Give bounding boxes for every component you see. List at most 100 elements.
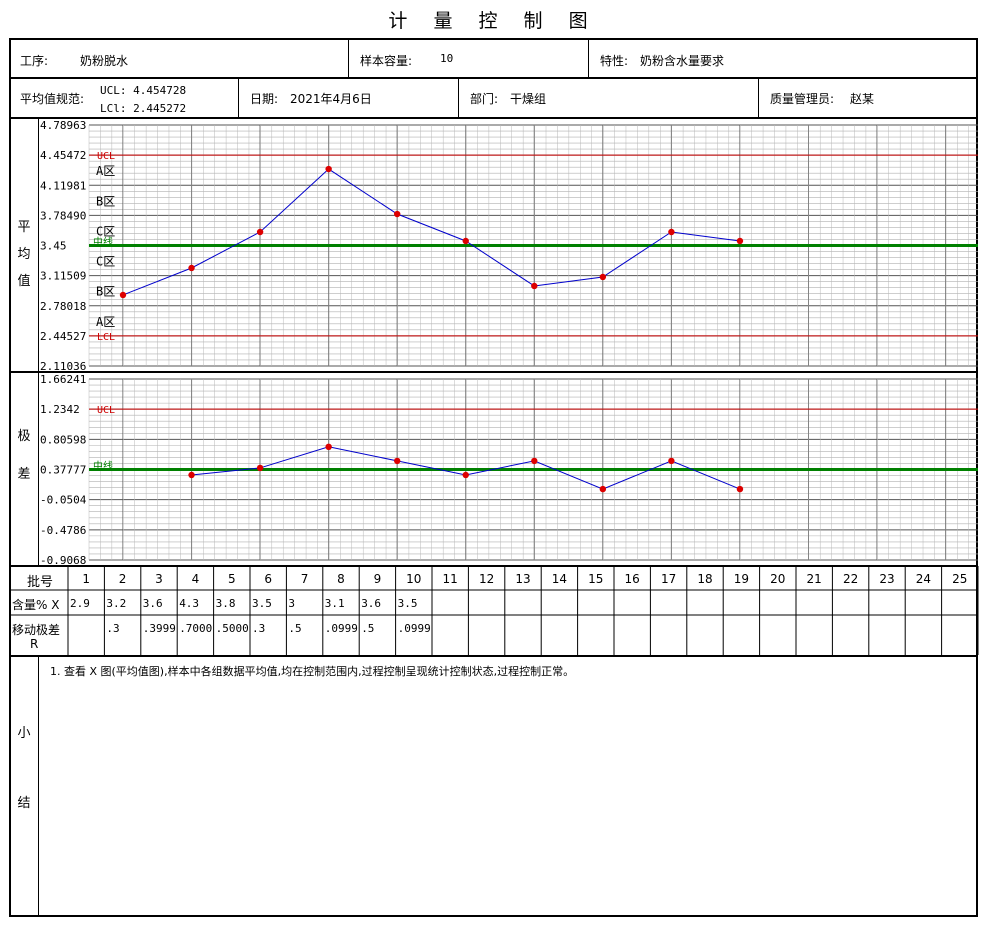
content-cell: 3 bbox=[288, 597, 296, 610]
y-tick-label: 2.44527 bbox=[40, 330, 86, 343]
mean-side-label-1: 平 bbox=[17, 220, 31, 235]
summary-side-label-2: 结 bbox=[17, 796, 31, 811]
range-side-label-1: 极 bbox=[17, 429, 31, 444]
data-point bbox=[325, 165, 332, 173]
y-tick-label: -0.4786 bbox=[40, 524, 86, 537]
zone-label: C区 bbox=[96, 255, 115, 269]
batch-cell: 11 bbox=[442, 572, 458, 586]
y-tick-label: 4.78963 bbox=[40, 119, 86, 132]
y-tick-label: 0.80598 bbox=[40, 433, 86, 446]
zone-label: B区 bbox=[96, 285, 115, 299]
divider bbox=[588, 39, 589, 77]
divider bbox=[9, 77, 978, 79]
data-point bbox=[736, 485, 744, 493]
chart-frame bbox=[9, 38, 978, 917]
batch-cell: 13 bbox=[515, 572, 531, 586]
process-value: 奶粉脱水 bbox=[80, 54, 129, 68]
divider bbox=[38, 118, 39, 566]
batch-cell: 20 bbox=[770, 572, 786, 586]
y-tick-label: 2.78018 bbox=[40, 300, 86, 313]
divider bbox=[9, 655, 978, 657]
batch-cell: 7 bbox=[300, 572, 309, 586]
data-point bbox=[256, 464, 264, 472]
data-point bbox=[599, 273, 607, 281]
data-point bbox=[668, 228, 675, 236]
center-label: 中线 bbox=[93, 235, 113, 248]
moving-range-cell: .3999 bbox=[142, 622, 176, 635]
mean-side-label-3: 值 bbox=[17, 274, 31, 289]
content-cell: 4.3 bbox=[179, 597, 200, 610]
data-point bbox=[531, 457, 538, 465]
batch-cell: 8 bbox=[337, 572, 345, 586]
data-point bbox=[119, 291, 127, 299]
batch-cell: 19 bbox=[733, 572, 750, 586]
date-value: 2021年4月6日 bbox=[290, 92, 372, 106]
zone-label: A区 bbox=[96, 164, 115, 178]
content-cell: 3.2 bbox=[106, 597, 127, 610]
batch-cell: 18 bbox=[697, 572, 713, 586]
zone-label: B区 bbox=[96, 194, 115, 208]
moving-range-cell: .7000 bbox=[179, 622, 213, 635]
characteristic-label: 特性: bbox=[600, 54, 629, 68]
page-title: 计 量 控 制 图 bbox=[388, 10, 598, 32]
batch-cell: 4 bbox=[191, 572, 200, 586]
batch-cell: 14 bbox=[551, 572, 568, 586]
divider bbox=[348, 39, 349, 77]
y-tick-label: 1.66241 bbox=[40, 373, 86, 386]
divider bbox=[9, 371, 978, 373]
content-cell: 2.9 bbox=[70, 597, 90, 610]
data-point bbox=[188, 471, 195, 479]
content-cell: 3.6 bbox=[142, 597, 163, 610]
characteristic-value: 奶粉含水量要求 bbox=[640, 54, 725, 68]
batch-cell: 23 bbox=[879, 572, 895, 586]
mean-spec-label: 平均值规范: bbox=[20, 92, 85, 106]
batch-cell: 24 bbox=[915, 572, 932, 586]
divider bbox=[9, 117, 978, 119]
data-point bbox=[394, 457, 401, 465]
batch-row-label: 批号 bbox=[26, 575, 53, 590]
batch-cell: 21 bbox=[806, 572, 822, 586]
y-tick-label: 3.45 bbox=[40, 240, 67, 253]
divider bbox=[758, 78, 759, 117]
y-tick-label: 2.11036 bbox=[40, 360, 86, 373]
batch-cell: 2 bbox=[118, 572, 127, 586]
batch-cell: 6 bbox=[264, 572, 273, 586]
batch-cell: 15 bbox=[588, 572, 604, 586]
department-label: 部门: bbox=[470, 92, 499, 106]
batch-cell: 3 bbox=[155, 572, 163, 586]
moving-range-cell: .5 bbox=[361, 622, 375, 635]
moving-range-row-label: 移动极差 bbox=[12, 623, 61, 637]
content-cell: 3.8 bbox=[215, 597, 236, 610]
moving-range-cell: .0999 bbox=[324, 622, 358, 635]
mean-side-label-2: 均 bbox=[17, 247, 31, 262]
y-tick-label: 4.45472 bbox=[40, 149, 86, 162]
content-cell: 3.6 bbox=[361, 597, 382, 610]
y-tick-label: -0.9068 bbox=[40, 554, 86, 567]
quality-manager-label: 质量管理员: bbox=[770, 92, 835, 106]
divider bbox=[458, 78, 459, 117]
batch-cell: 12 bbox=[478, 572, 495, 586]
summary-text: 1. 查看 X 图(平均值图),样本中各组数据平均值,均在控制范围内,过程控制呈… bbox=[50, 665, 575, 678]
moving-range-cell: .5000 bbox=[215, 622, 249, 635]
zone-label: C区 bbox=[96, 224, 115, 238]
y-tick-label: -0.0504 bbox=[40, 494, 87, 507]
divider bbox=[9, 565, 978, 567]
summary-side-label-1: 小 bbox=[17, 726, 31, 741]
data-point bbox=[462, 471, 469, 479]
lcl-spec: LCl: 2.445272 bbox=[100, 102, 187, 115]
data-point bbox=[599, 485, 607, 493]
y-tick-label: 0.37777 bbox=[40, 464, 86, 477]
data-point bbox=[394, 210, 401, 218]
sample-size-label: 样本容量: bbox=[360, 54, 413, 68]
data-point bbox=[256, 228, 264, 236]
data-point bbox=[531, 282, 538, 290]
content-cell: 3.5 bbox=[252, 597, 272, 610]
content-cell: 3.5 bbox=[397, 597, 418, 610]
content-cell: 3.1 bbox=[324, 597, 345, 610]
series-line bbox=[122, 168, 741, 296]
data-point bbox=[188, 264, 195, 272]
moving-range-cell: .3 bbox=[252, 622, 266, 635]
department-value: 干燥组 bbox=[510, 92, 547, 106]
